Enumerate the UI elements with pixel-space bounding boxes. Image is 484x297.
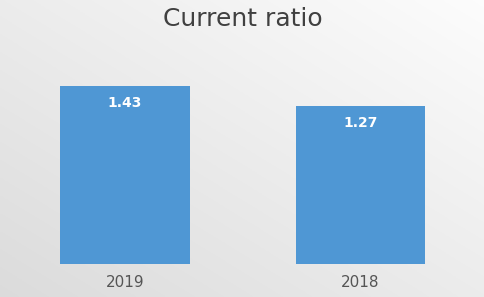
- Bar: [295, 106, 424, 264]
- Polygon shape: [295, 264, 439, 268]
- Title: Current ratio: Current ratio: [162, 7, 322, 31]
- Polygon shape: [60, 264, 203, 268]
- Text: 1.43: 1.43: [107, 96, 142, 110]
- Text: 1.27: 1.27: [342, 116, 377, 130]
- Bar: [60, 86, 189, 264]
